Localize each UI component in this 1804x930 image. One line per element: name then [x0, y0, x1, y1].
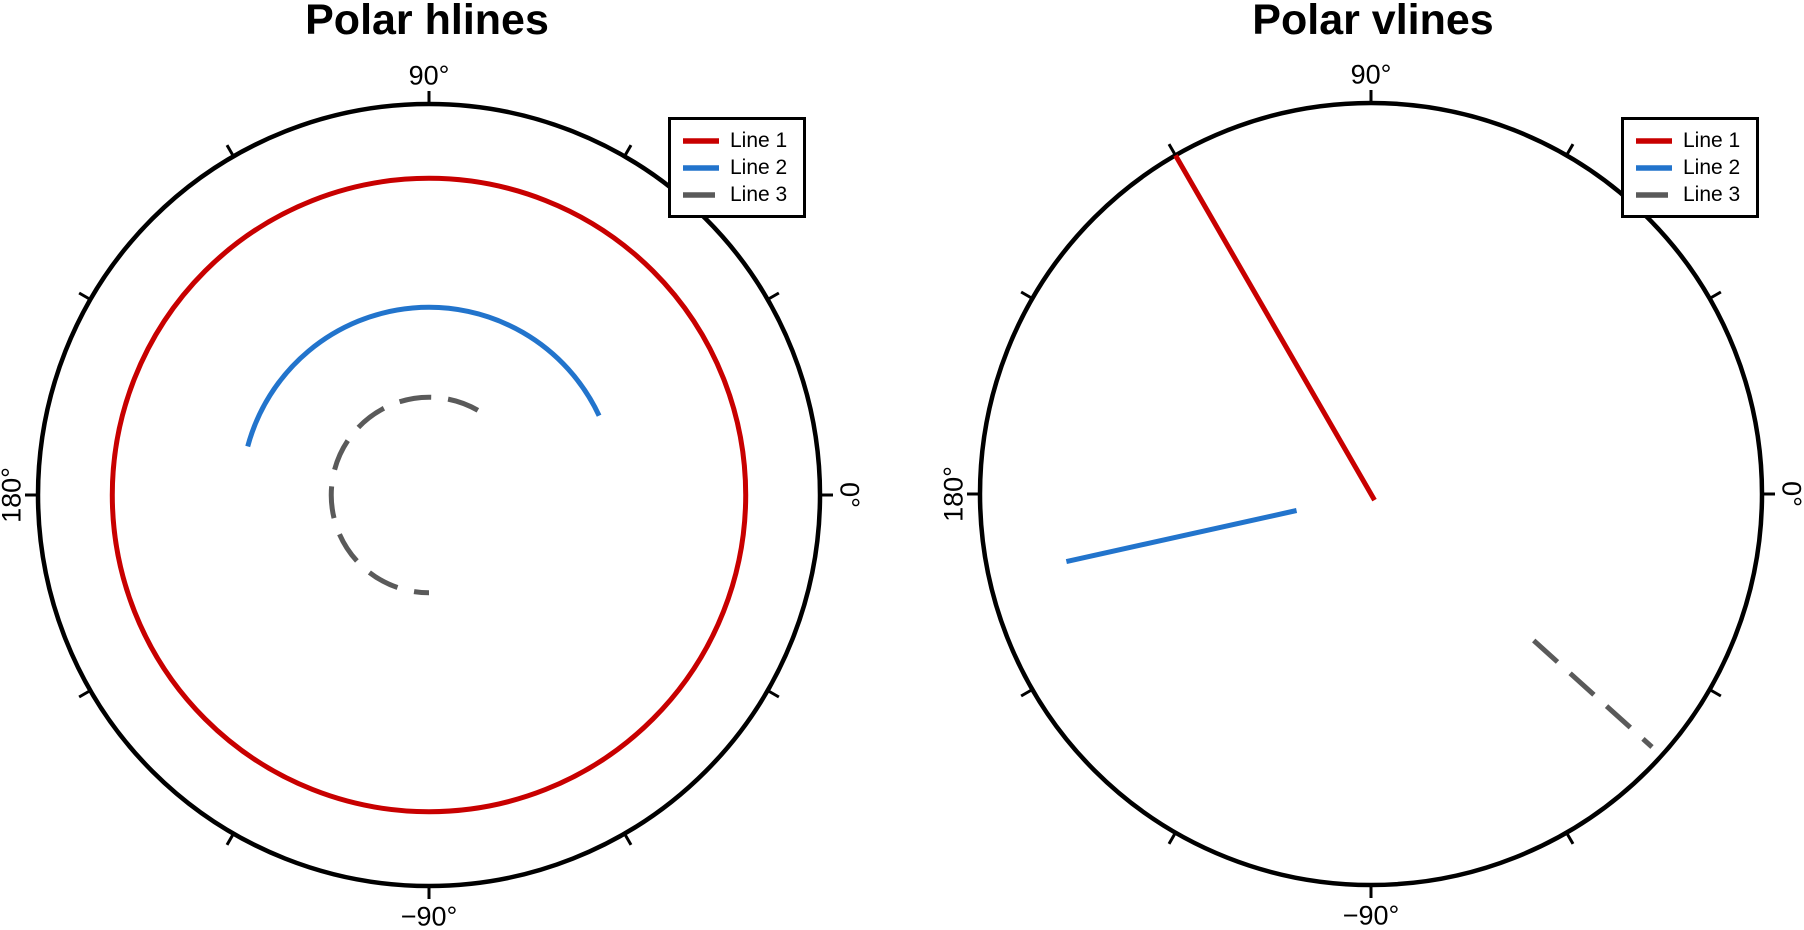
angle-tick-label-minus90deg: −90° — [400, 901, 458, 930]
legend-box: Line 1 Line 2 Line 3 — [668, 117, 807, 218]
legend-entry: Line 2 — [1635, 154, 1740, 181]
legend-line-swatch-icon — [1636, 164, 1672, 171]
legend-entry: Line 3 — [1635, 181, 1740, 208]
legend-entry-label: Line 2 — [1683, 155, 1741, 179]
legend-entry-label: Line 1 — [730, 128, 788, 152]
panel-title-hlines: Polar hlines — [305, 0, 549, 44]
angle-tick-label-180deg: 180° — [0, 467, 27, 523]
legend-line-swatch-icon — [1636, 191, 1672, 198]
legend-entry: Line 3 — [682, 181, 787, 208]
legend-line-swatch-icon — [1636, 137, 1672, 144]
legend-entry-label: Line 2 — [730, 155, 788, 179]
legend-entry: Line 1 — [1635, 127, 1740, 154]
legend-entry-label: Line 3 — [1683, 182, 1741, 206]
legend-line-swatch-icon — [683, 137, 719, 144]
panel-title-vlines: Polar vlines — [1252, 0, 1494, 44]
legend-entry: Line 2 — [682, 154, 787, 181]
legend-box: Line 1 Line 2 Line 3 — [1621, 117, 1760, 218]
angle-tick-label-0deg: 0° — [834, 482, 865, 508]
legend-entry-label: Line 3 — [730, 182, 788, 206]
angle-tick-label-0deg: 0° — [1776, 481, 1804, 507]
legend-line-swatch-icon — [683, 164, 719, 171]
legend-entry: Line 1 — [682, 127, 787, 154]
legend-entry-label: Line 1 — [1683, 128, 1741, 152]
angle-tick-label-90deg: 90° — [408, 60, 450, 91]
angle-tick-label-180deg: 180° — [938, 466, 969, 522]
angle-tick-label-minus90deg: −90° — [1342, 900, 1400, 930]
legend-line-swatch-icon — [683, 191, 719, 198]
angle-tick-label-90deg: 90° — [1350, 59, 1392, 90]
